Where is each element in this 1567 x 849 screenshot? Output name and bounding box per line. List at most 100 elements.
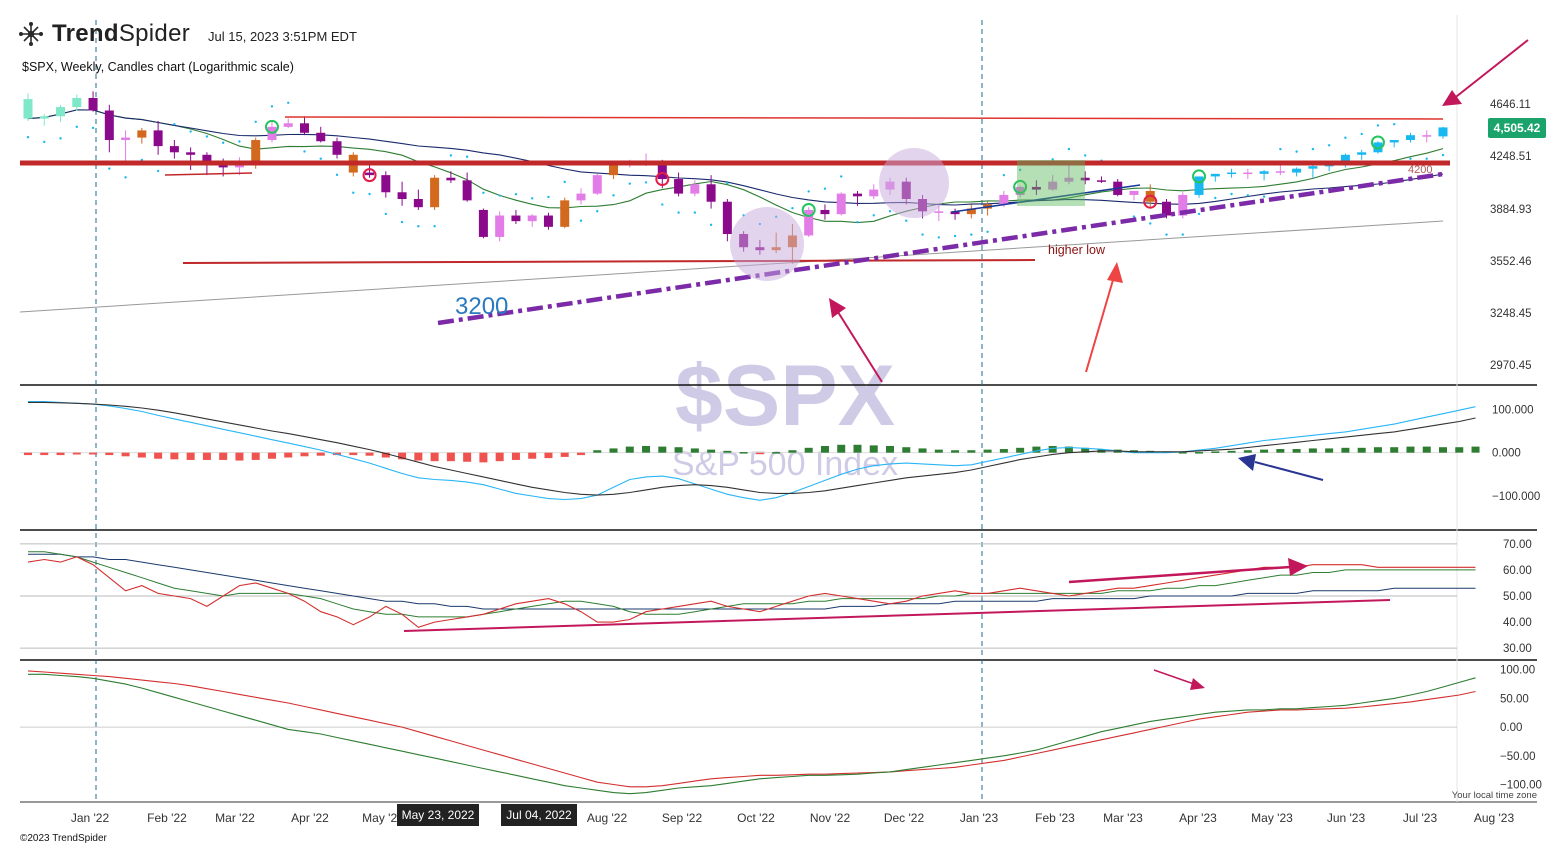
candle-body: [592, 175, 602, 194]
candle-body: [1243, 172, 1253, 175]
highlight-circle-dec22[interactable]: [879, 148, 949, 218]
time-axis-tick: Mar '23: [1103, 811, 1143, 825]
time-axis-tick: Dec '22: [884, 811, 925, 825]
snapshot-timestamp: Jul 15, 2023 3:51PM EDT: [208, 28, 357, 44]
rsi-axis-tick: 30.00: [1503, 643, 1532, 655]
psar-dot: [530, 197, 534, 200]
macd-histogram-bar: [951, 450, 960, 453]
candle-body: [413, 199, 423, 208]
candle-body: [674, 179, 684, 194]
candle-body: [283, 123, 293, 127]
macd-histogram-bar: [105, 452, 114, 456]
psar-dot: [498, 194, 501, 197]
candle-body: [934, 211, 944, 213]
time-axis-tick: Aug '23: [1474, 811, 1515, 825]
date-badge-may23[interactable]: [397, 804, 479, 826]
osc-axis-tick: −50.00: [1500, 751, 1536, 763]
macd-histogram-bar: [300, 452, 309, 457]
signal-ring: [655, 172, 670, 187]
macd-histogram-bar: [202, 452, 211, 460]
psar-dot: [156, 169, 160, 173]
candle-body: [560, 200, 570, 227]
time-axis-tick: Feb '22: [147, 811, 187, 825]
macd-histogram-bar: [430, 452, 439, 462]
upper-red-line[interactable]: [284, 116, 1444, 120]
candle-body: [381, 175, 391, 193]
candle-body: [1373, 142, 1383, 153]
psar-dot: [872, 214, 875, 217]
short-red-segment[interactable]: [164, 172, 253, 176]
date-badge-jul04-text: Jul 04, 2022: [506, 808, 572, 822]
candle-body: [430, 177, 440, 208]
macd-histogram-bar: [1227, 450, 1236, 453]
macd-histogram-bar: [267, 452, 276, 459]
macd-histogram-bar: [1341, 447, 1350, 453]
osc-axis-tick: 50.00: [1500, 693, 1529, 705]
macd-histogram-bar: [186, 452, 195, 460]
resistance-4200-label: 4200: [1408, 164, 1432, 176]
psar-dot: [1441, 153, 1445, 157]
candle-body: [1210, 173, 1220, 177]
support-red-line[interactable]: [182, 259, 1036, 264]
macd-histogram-bar: [251, 452, 260, 460]
blue-trend-segment[interactable]: [951, 184, 1141, 213]
psar-dot: [1409, 157, 1412, 160]
signal-ring: [1013, 179, 1028, 194]
oscillator-panel[interactable]: [27, 670, 1476, 795]
psar-dot: [1002, 173, 1006, 177]
time-axis-tick: Nov '22: [810, 811, 851, 825]
candle-body: [332, 141, 342, 155]
macd-histogram-bar: [72, 452, 81, 455]
osc-axis-tick: −100.00: [1500, 780, 1542, 792]
psar-dot: [1051, 158, 1054, 161]
psar-dot: [970, 233, 973, 236]
macd-histogram-bar: [674, 447, 683, 453]
arrow-annotations: [403, 39, 1529, 690]
candle-body: [999, 194, 1009, 205]
candle-body: [706, 184, 716, 202]
psar-dot: [1344, 136, 1347, 139]
psar-dot: [1360, 132, 1363, 136]
highlight-circle-oct22[interactable]: [730, 207, 804, 281]
macd-histogram-bar: [1471, 446, 1480, 453]
timezone-note: Your local time zone: [1451, 790, 1537, 801]
signal-ring: [264, 119, 279, 134]
psar-dot: [254, 120, 257, 124]
uptrend-line-dashdot[interactable]: [437, 171, 1444, 326]
psar-dot: [482, 191, 485, 194]
candle-body: [722, 201, 732, 235]
candle-body: [1438, 127, 1448, 137]
macd-histogram-bar: [820, 445, 829, 453]
macd-panel[interactable]: [24, 400, 1480, 501]
signal-ring: [1370, 135, 1385, 150]
candle-body: [852, 193, 862, 197]
macd-histogram-bar: [219, 452, 228, 460]
macd-histogram-bar: [739, 452, 748, 454]
consolidation-box[interactable]: [1017, 160, 1085, 206]
last-price-badge[interactable]: [1488, 118, 1546, 138]
macd-histogram-bar: [707, 449, 716, 453]
osc-axis-tick: 0.00: [1500, 722, 1522, 734]
higher-low-label: higher low: [1048, 243, 1106, 257]
time-axis-tick: Jan '23: [960, 811, 999, 825]
macd-histogram-bar: [365, 452, 374, 456]
psar-dot: [986, 230, 989, 233]
date-badge-jul04[interactable]: [501, 804, 577, 826]
candle-body: [88, 98, 98, 111]
psar-dot: [840, 175, 843, 178]
macd-histogram-bar: [1292, 449, 1301, 453]
macd-histogram-bar: [723, 450, 732, 453]
signal-ring: [1143, 194, 1158, 209]
macd-histogram-bar: [837, 444, 846, 453]
psar-dot: [205, 135, 209, 138]
psar-dot: [1165, 233, 1168, 236]
rsi-panel[interactable]: [27, 551, 1476, 628]
macd-histogram-bar: [121, 452, 130, 457]
macd-histogram-bar: [1211, 451, 1220, 453]
macd-histogram-bar: [1373, 447, 1382, 453]
date-badge-may23-text: May 23, 2022: [402, 808, 475, 822]
brand-name: TrendSpider: [52, 20, 191, 47]
macd-histogram-bar: [1406, 446, 1415, 453]
psar-dot: [287, 101, 290, 105]
